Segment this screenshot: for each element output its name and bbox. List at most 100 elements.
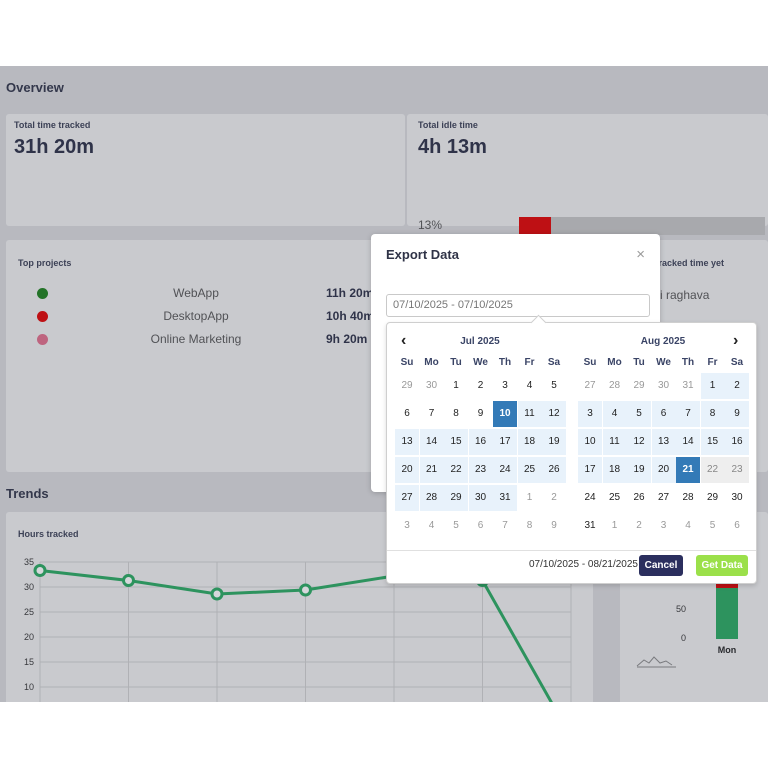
calendar-day[interactable]: 18 [517, 429, 542, 455]
get-data-button[interactable]: Get Data [696, 555, 748, 576]
calendar-day[interactable]: 19 [542, 429, 566, 455]
calendar-day[interactable]: 21 [676, 457, 700, 483]
calendar-day[interactable]: 1 [526, 492, 533, 503]
trends-title: Trends [6, 486, 49, 501]
calendar-day[interactable]: 7 [676, 401, 700, 427]
calendar-day[interactable]: 8 [700, 401, 725, 427]
calendar-day[interactable]: 3 [578, 401, 602, 427]
calendar-day[interactable]: 29 [706, 492, 719, 503]
calendar-day[interactable]: 30 [425, 380, 438, 391]
calendar-day[interactable]: 14 [676, 429, 700, 455]
calendar-day[interactable]: 14 [419, 429, 444, 455]
calendar-day[interactable]: 5 [627, 401, 651, 427]
calendar-day[interactable]: 4 [526, 380, 533, 391]
calendar-day[interactable]: 18 [602, 457, 627, 483]
data-point[interactable] [33, 564, 47, 577]
calendar-day[interactable]: 6 [651, 401, 676, 427]
calendar-day[interactable]: 9 [551, 520, 557, 531]
data-point[interactable] [122, 574, 135, 587]
calendar-day[interactable]: 17 [578, 457, 602, 483]
calendar-day[interactable]: 3 [660, 520, 667, 531]
calendar-day[interactable]: 22 [444, 457, 468, 483]
calendar-day[interactable]: 16 [725, 429, 749, 455]
calendar-day[interactable]: 7 [502, 520, 508, 531]
calendar-day[interactable]: 2 [551, 492, 557, 503]
calendar-day[interactable]: 29 [633, 380, 645, 391]
calendar-day[interactable]: 6 [734, 520, 740, 531]
calendar-day[interactable]: 3 [404, 520, 410, 531]
date-range-input[interactable]: 07/10/2025 - 07/10/2025 [386, 294, 650, 317]
calendar-day[interactable]: 12 [542, 401, 566, 427]
calendar-day[interactable]: 26 [542, 457, 566, 483]
calendar-day[interactable]: 8 [453, 408, 459, 419]
calendar-day[interactable]: 25 [517, 457, 542, 483]
close-icon[interactable]: × [636, 246, 645, 263]
calendar-day[interactable]: 31 [682, 380, 694, 391]
calendar-day[interactable]: 15 [444, 429, 468, 455]
calendar-day[interactable]: 4 [428, 520, 435, 531]
calendar-day[interactable]: 28 [682, 492, 694, 503]
calendar-day[interactable]: 10 [493, 401, 517, 427]
data-point[interactable] [299, 583, 312, 597]
calendar-day[interactable]: 4 [685, 520, 691, 531]
calendar-day[interactable]: 3 [502, 380, 508, 391]
calendar-day[interactable]: 6 [404, 408, 410, 419]
calendar-day[interactable]: 11 [517, 401, 542, 427]
weekday-header: Sa [730, 357, 744, 368]
calendar-day[interactable]: 10 [578, 429, 602, 455]
calendar-day[interactable]: 30 [468, 485, 493, 511]
calendar-day[interactable]: 29 [401, 380, 413, 391]
calendar-day[interactable]: 30 [657, 380, 670, 391]
calendar-day[interactable]: 28 [419, 485, 444, 511]
total-time-card: Total time tracked 31h 20m [6, 114, 405, 226]
calendar-day[interactable]: 15 [700, 429, 725, 455]
calendar-day[interactable]: 5 [551, 380, 557, 391]
calendar-day[interactable]: 24 [584, 492, 596, 503]
calendar-day[interactable]: 13 [651, 429, 676, 455]
calendar-day[interactable]: 27 [395, 485, 419, 511]
calendar-day[interactable]: 19 [627, 457, 651, 483]
calendar-day[interactable]: 25 [608, 492, 621, 503]
calendar-day[interactable]: 5 [709, 520, 716, 531]
calendar-day[interactable]: 31 [584, 520, 596, 531]
calendar-day[interactable]: 11 [602, 429, 627, 455]
calendar-day[interactable]: 1 [611, 520, 618, 531]
calendar-day[interactable]: 12 [627, 429, 651, 455]
calendar-day[interactable]: 17 [493, 429, 517, 455]
calendar-day[interactable]: 20 [651, 457, 676, 483]
calendar-day[interactable]: 4 [602, 401, 627, 427]
calendar-day[interactable]: 23 [725, 457, 749, 483]
calendar-day[interactable]: 24 [493, 457, 517, 483]
calendar-day[interactable]: 28 [608, 380, 621, 391]
calendar-day[interactable]: 16 [468, 429, 493, 455]
weekday-header: We [473, 357, 488, 368]
calendar-day[interactable]: 2 [725, 373, 749, 399]
calendar-day[interactable]: 27 [584, 380, 596, 391]
calendar-day[interactable]: 2 [477, 380, 484, 391]
calendar-day[interactable]: 21 [419, 457, 444, 483]
calendar-day[interactable]: 9 [477, 408, 484, 419]
calendar-day[interactable]: 8 [526, 520, 533, 531]
calendar-day[interactable]: 7 [428, 408, 435, 419]
calendar-day[interactable]: 13 [395, 429, 419, 455]
calendar-day[interactable]: 23 [468, 457, 493, 483]
calendar-day[interactable]: 26 [633, 492, 645, 503]
calendar-day[interactable]: 9 [725, 401, 749, 427]
calendar-day[interactable]: 22 [700, 457, 725, 483]
calendar-day[interactable]: 1 [700, 373, 725, 399]
calendar-day[interactable]: 2 [636, 520, 642, 531]
weekday-header: Mo [424, 357, 439, 368]
calendar-day[interactable]: 29 [444, 485, 468, 511]
calendar-day[interactable]: 1 [453, 380, 459, 391]
calendar-day[interactable]: 31 [493, 485, 517, 511]
data-point[interactable] [210, 587, 224, 601]
cancel-button[interactable]: Cancel [639, 555, 683, 576]
chevron-left-icon[interactable]: ‹ [401, 332, 407, 349]
calendar-day[interactable]: 27 [657, 492, 670, 503]
calendar-day[interactable]: 6 [477, 520, 484, 531]
chevron-right-icon[interactable]: › [733, 332, 739, 349]
calendar-day[interactable]: 5 [453, 520, 459, 531]
calendar-day[interactable]: 30 [731, 492, 743, 503]
date-range-picker: ‹ › Jul 2025 Aug 2025 Su Mo Tu We Th Fr Sa 29 30… [386, 314, 757, 584]
calendar-day[interactable]: 20 [395, 457, 419, 483]
